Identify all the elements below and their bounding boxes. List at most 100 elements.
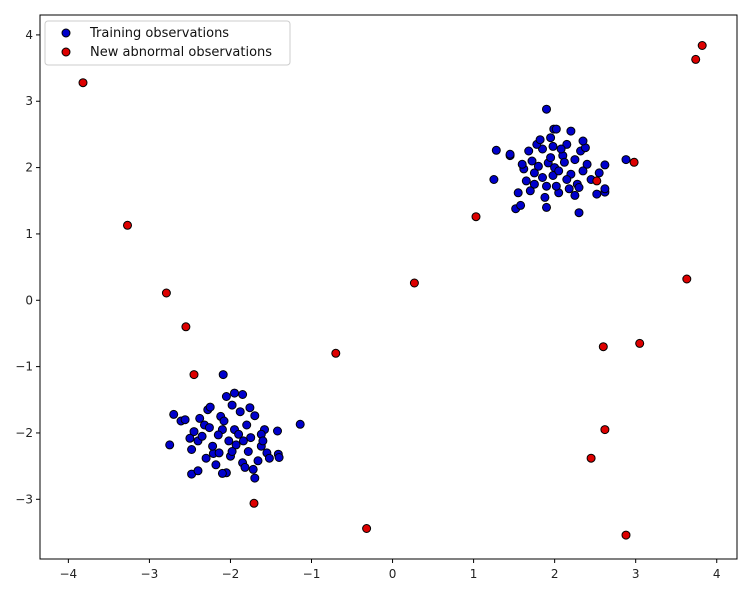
training-point-43 bbox=[165, 440, 175, 450]
axes-layer: −4 −3 −2 −1 0 1 2 3 4 −3 −2 −1 0 1 2 3 4 bbox=[15, 14, 738, 581]
y-tick-label-2: −1 bbox=[15, 360, 33, 374]
training-point-91 bbox=[546, 153, 556, 163]
training-point-53 bbox=[250, 473, 260, 483]
training-point-8 bbox=[231, 440, 241, 450]
y-tick-label-6: 3 bbox=[25, 94, 33, 108]
plot-frame bbox=[39, 14, 738, 560]
training-point-99 bbox=[517, 159, 527, 169]
abnormal-point-1 bbox=[123, 220, 132, 230]
training-point-89 bbox=[525, 186, 535, 196]
abnormal-point-0 bbox=[78, 78, 88, 88]
abnormal-point-2 bbox=[161, 288, 171, 298]
abnormal-point-8 bbox=[409, 278, 419, 288]
training-point-34 bbox=[195, 413, 205, 423]
training-point-27 bbox=[187, 445, 197, 454]
abnormal-point-16 bbox=[635, 338, 645, 348]
training-point-98 bbox=[548, 141, 558, 151]
training-point-79 bbox=[556, 144, 566, 154]
abnormal-point-3 bbox=[181, 322, 191, 332]
training-point-48 bbox=[238, 390, 248, 399]
training-point-17 bbox=[208, 441, 218, 451]
training-point-103 bbox=[489, 175, 499, 184]
training-point-18 bbox=[235, 407, 245, 417]
abnormal-point-9 bbox=[471, 212, 481, 222]
training-point-21 bbox=[197, 431, 207, 441]
training-point-62 bbox=[570, 155, 580, 165]
x-tick-label-4: 0 bbox=[389, 567, 397, 581]
abnormal-point-11 bbox=[629, 157, 639, 167]
training-point-82 bbox=[542, 181, 551, 191]
training-point-14 bbox=[189, 427, 199, 437]
training-point-95 bbox=[574, 183, 584, 192]
training-point-12 bbox=[213, 430, 223, 440]
training-point-96 bbox=[529, 179, 539, 189]
x-tick-label-0: −4 bbox=[60, 567, 78, 581]
training-point-106 bbox=[516, 200, 526, 210]
training-point-29 bbox=[224, 436, 234, 446]
y-tick-label-0: −3 bbox=[15, 492, 33, 506]
training-point-113 bbox=[542, 202, 551, 212]
y-tick-label-1: −2 bbox=[15, 426, 33, 440]
abnormal-point-12 bbox=[598, 342, 608, 352]
training-point-108 bbox=[592, 189, 602, 199]
x-tick-label-6: 2 bbox=[551, 567, 559, 581]
abnormal-point-10 bbox=[592, 176, 602, 186]
abnormal-point-5 bbox=[249, 498, 259, 508]
training-point-46 bbox=[193, 466, 203, 476]
training-point-2 bbox=[227, 400, 237, 410]
training-point-114 bbox=[578, 136, 588, 146]
x-tick-label-2: −2 bbox=[222, 567, 240, 581]
training-point-97 bbox=[562, 175, 572, 184]
training-point-44 bbox=[180, 415, 190, 425]
training-point-57 bbox=[258, 436, 268, 446]
training-point-93 bbox=[535, 135, 545, 145]
abnormal-point-18 bbox=[691, 54, 701, 64]
abnormal-point-7 bbox=[362, 524, 372, 533]
training-point-73 bbox=[546, 133, 556, 143]
abnormal-point-14 bbox=[586, 453, 596, 463]
legend: Training observations New abnormal obser… bbox=[44, 20, 291, 66]
training-point-118 bbox=[513, 188, 523, 198]
legend-box bbox=[44, 20, 291, 66]
training-point-38 bbox=[245, 403, 255, 413]
abnormal-point-15 bbox=[621, 530, 631, 540]
training-point-28 bbox=[234, 429, 244, 439]
training-point-61 bbox=[529, 168, 539, 178]
training-point-56 bbox=[205, 402, 215, 412]
training-point-33 bbox=[238, 436, 248, 446]
training-point-31 bbox=[201, 453, 211, 463]
training-point-23 bbox=[221, 392, 231, 401]
training-point-78 bbox=[533, 161, 543, 171]
training-point-63 bbox=[521, 176, 531, 186]
training-point-58 bbox=[185, 433, 195, 443]
x-tick-label-3: −1 bbox=[303, 567, 321, 581]
abnormal-point-6 bbox=[331, 348, 341, 358]
training-point-30 bbox=[248, 464, 258, 474]
training-point-102 bbox=[491, 145, 501, 155]
legend-label-abnormal: New abnormal observations bbox=[90, 45, 272, 60]
training-point-76 bbox=[551, 181, 561, 191]
training-point-47 bbox=[217, 468, 227, 478]
training-point-88 bbox=[559, 157, 569, 167]
training-point-116 bbox=[551, 124, 561, 134]
training-point-32 bbox=[219, 416, 229, 426]
points-layer bbox=[78, 41, 707, 540]
training-point-83 bbox=[564, 184, 574, 194]
training-point-52 bbox=[295, 419, 305, 429]
training-point-112 bbox=[600, 184, 610, 194]
training-point-42 bbox=[169, 409, 179, 419]
training-point-51 bbox=[273, 426, 282, 436]
legend-marker-abnormal bbox=[61, 47, 71, 57]
y-tick-label-3: 0 bbox=[25, 293, 33, 307]
training-point-10 bbox=[250, 411, 260, 421]
training-point-59 bbox=[240, 462, 250, 472]
training-point-119 bbox=[594, 168, 604, 178]
x-tick-label-5: 1 bbox=[470, 567, 478, 581]
training-point-20 bbox=[253, 456, 263, 466]
training-point-111 bbox=[621, 155, 631, 165]
training-point-36 bbox=[227, 447, 237, 456]
training-point-39 bbox=[214, 448, 224, 458]
training-point-13 bbox=[242, 420, 252, 430]
